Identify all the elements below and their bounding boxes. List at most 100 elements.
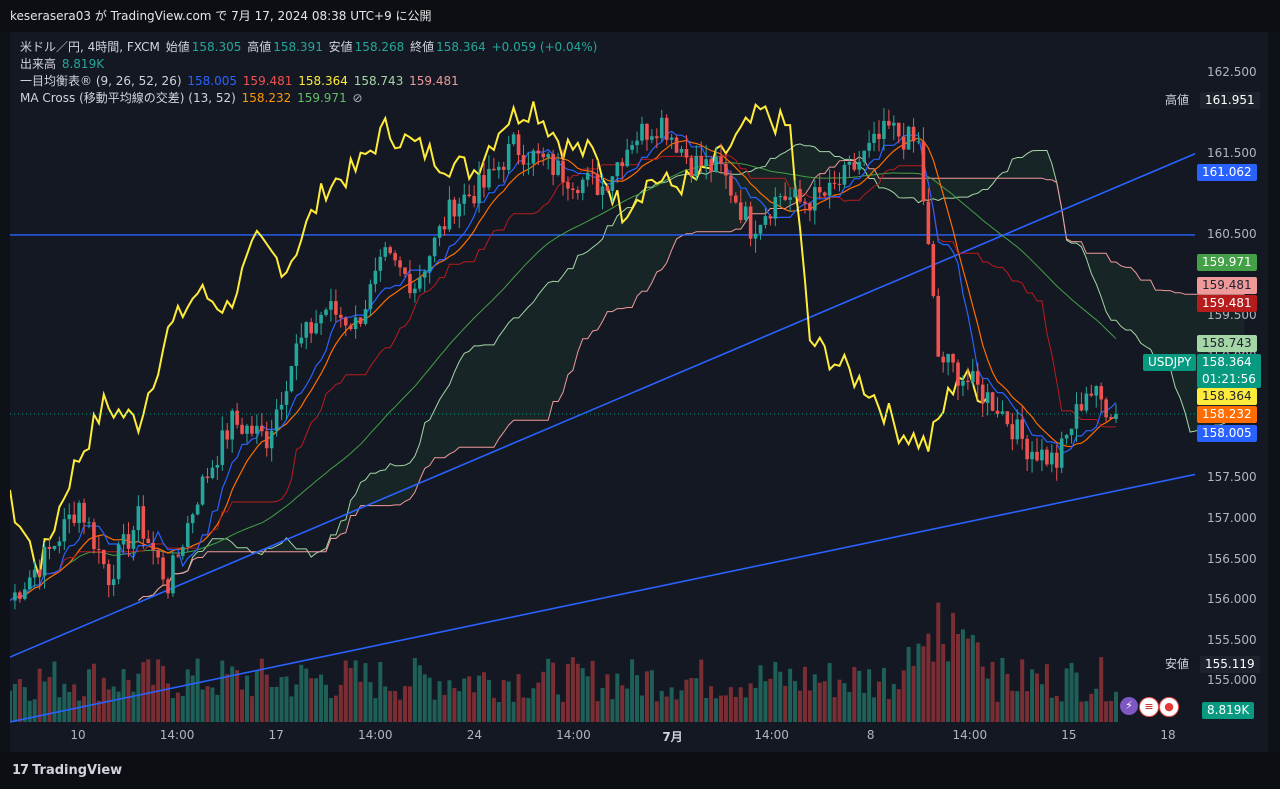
candle-body (1020, 419, 1024, 439)
volume-bar (783, 685, 788, 722)
candle-body (506, 144, 511, 170)
symbol-label-tag: USDJPY (1143, 354, 1197, 371)
candle-body (225, 430, 230, 440)
volume-bar (857, 670, 862, 722)
candle-body (724, 163, 728, 176)
candle-body (511, 134, 516, 145)
candle-body (1000, 411, 1005, 414)
candle-body (719, 156, 723, 164)
candle-body (817, 187, 822, 193)
candle-body (353, 317, 358, 330)
volume-bar (630, 659, 635, 722)
candle-body (1050, 452, 1054, 465)
price-chart[interactable] (10, 32, 1268, 752)
candle-body (1030, 451, 1034, 460)
candle-body (205, 476, 210, 479)
candle-body (901, 136, 906, 150)
legend-change: +0.059 (+0.04%) (491, 40, 598, 54)
us-flag-icon[interactable]: ≡ (1139, 697, 1159, 717)
jp-flag-icon[interactable]: ● (1159, 697, 1179, 717)
volume-bar (822, 681, 827, 722)
candle-body (422, 271, 427, 278)
candle-body (1104, 399, 1108, 418)
candle-body (457, 203, 462, 217)
candle-body (822, 192, 827, 196)
volume-bar (758, 665, 763, 722)
volume-bar (615, 673, 620, 722)
volume-bar (753, 687, 758, 722)
candle-body (630, 145, 634, 150)
volume-bar (264, 674, 269, 722)
volume-bar (659, 690, 664, 722)
volume-bar (111, 686, 116, 722)
candle-body (585, 172, 590, 180)
volume-bar (230, 666, 235, 722)
candle-body (926, 201, 931, 245)
hline-tag: 161.062 (1197, 164, 1257, 181)
candle-body (1084, 393, 1089, 411)
volume-bar (333, 695, 338, 722)
high-label-tag: 高値 (1160, 92, 1195, 109)
candle-body (531, 150, 536, 164)
volume-bar (891, 684, 896, 722)
volume-bar (635, 675, 640, 722)
countdown: 01:21:56 (1202, 372, 1256, 386)
candle-body (418, 277, 422, 289)
candle-body (235, 410, 239, 425)
volume-bar (37, 668, 42, 722)
trendline-1 (10, 153, 1196, 658)
candle-body (398, 260, 402, 268)
volume-bar (837, 679, 842, 722)
volume-bar (279, 676, 284, 722)
candle-body (393, 253, 397, 261)
legend-close: 158.364 (436, 40, 486, 54)
candle-body (324, 309, 328, 315)
volume-bar (516, 674, 521, 722)
tradingview-logo[interactable]: 17 TradingView (12, 763, 122, 778)
candle-body (709, 159, 713, 172)
legend-ichimoku[interactable]: 一目均衡表® (9, 26, 52, 26) 158.005 159.481 1… (20, 72, 461, 89)
bolt-icon[interactable]: ⚡ (1120, 697, 1138, 715)
candle-body (82, 502, 86, 523)
low-label-tag: 安値 (1160, 656, 1195, 673)
legend-symbol-name: 米ドル／円, 4時間, FXCM (20, 40, 160, 54)
volume-bar (664, 696, 669, 722)
volume-bar (531, 688, 536, 722)
volume-bar (585, 676, 590, 722)
volume-bar (807, 690, 812, 722)
volume-bar (215, 694, 220, 722)
candle-body (659, 117, 664, 139)
volume-bar (378, 662, 383, 722)
volume-bar (674, 699, 679, 722)
volume-bar (551, 662, 556, 722)
volume-bar (610, 699, 615, 722)
candle-body (32, 569, 37, 578)
chart-area[interactable]: 米ドル／円, 4時間, FXCM 始値 158.305 高値 158.391 安値 1… (10, 32, 1268, 752)
volume-bar (743, 697, 748, 722)
candle-body (339, 314, 343, 318)
candle-body (526, 163, 531, 165)
candle-body (694, 155, 699, 176)
candle-body (255, 425, 259, 434)
volume-bar (235, 670, 240, 722)
volume-bar (294, 684, 299, 722)
candle-body (388, 247, 392, 254)
volume-bar (872, 697, 877, 722)
volume-bar (679, 690, 684, 722)
candle-body (551, 154, 555, 175)
volume-bar (1010, 690, 1015, 722)
candle-body (294, 343, 299, 366)
volume-bar (1104, 701, 1109, 722)
volume-bar (106, 689, 111, 722)
volume-bar (328, 698, 333, 722)
candle-body (1025, 438, 1029, 460)
hidden-icon[interactable]: ⊘ (352, 91, 363, 105)
volume-bar (12, 683, 17, 722)
volume-bar (240, 689, 245, 722)
volume-bar (496, 701, 501, 722)
legend-ichimoku-label: 一目均衡表® (9, 26, 52, 26) (20, 74, 182, 88)
legend-ma-cross[interactable]: MA Cross (移動平均線の交差) (13, 52) 158.232 159… (20, 89, 365, 106)
candle-body (432, 237, 437, 257)
volume-bar (10, 690, 12, 722)
volume-bar (570, 657, 575, 722)
